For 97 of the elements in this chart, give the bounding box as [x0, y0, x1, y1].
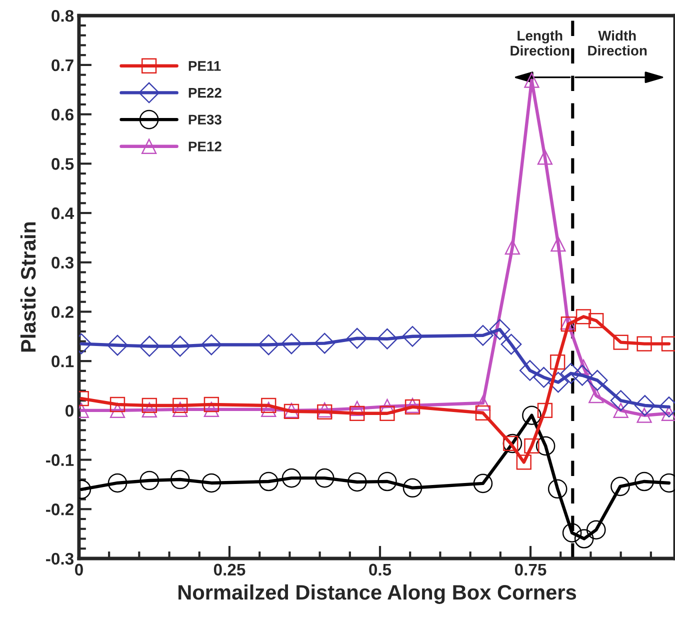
point	[504, 239, 520, 255]
point	[475, 395, 491, 411]
x-axis-title: Normailzed Distance Along Box Corners	[178, 584, 576, 604]
point	[636, 408, 652, 423]
point	[537, 150, 553, 165]
point	[572, 364, 593, 386]
point	[634, 472, 654, 492]
y-tick-label: -0.1	[46, 454, 74, 466]
point	[560, 362, 582, 384]
point	[107, 334, 128, 356]
point	[172, 398, 188, 414]
point	[204, 396, 219, 412]
point	[516, 454, 532, 470]
point	[548, 372, 569, 393]
point	[613, 402, 628, 418]
point	[314, 468, 334, 488]
point	[634, 395, 656, 416]
point	[402, 478, 422, 498]
point	[110, 396, 126, 412]
legend-label: PE33	[188, 114, 222, 125]
point	[574, 529, 594, 548]
point	[562, 523, 582, 542]
y-tick-label: -0.2	[46, 504, 74, 516]
point	[108, 473, 128, 493]
point	[522, 406, 542, 426]
point	[380, 406, 395, 421]
point	[550, 354, 566, 370]
x-tick-label: 0.75	[514, 564, 546, 576]
point	[610, 476, 630, 496]
point	[489, 319, 510, 340]
point	[586, 370, 608, 391]
point	[475, 405, 491, 420]
y-tick-label: 0.3	[52, 256, 74, 269]
legend-label: PE11	[188, 61, 221, 71]
legend-label: PE12	[188, 142, 222, 152]
point	[472, 324, 494, 346]
x-tick-label: 0.5	[369, 564, 392, 576]
point	[550, 236, 566, 252]
point	[613, 334, 628, 350]
point	[378, 472, 397, 492]
point	[258, 334, 280, 356]
point	[502, 434, 522, 454]
point	[588, 388, 604, 404]
y-tick-label: 0	[66, 404, 74, 417]
y-tick-label: 0.4	[52, 207, 74, 220]
point	[376, 328, 398, 350]
y-tick-label: 0.2	[52, 306, 74, 318]
point	[533, 366, 554, 388]
y-tick-label: 0.7	[52, 59, 74, 72]
point	[661, 336, 675, 352]
point	[346, 328, 368, 349]
point	[281, 333, 302, 354]
y-tick-label: 0.8	[52, 10, 74, 22]
legend-label: PE22	[188, 88, 222, 98]
annotation: Length Direction	[510, 30, 570, 56]
x-tick-label: 0	[75, 564, 83, 576]
point	[586, 520, 606, 540]
point	[170, 336, 191, 357]
y-tick-label: -0.3	[46, 552, 74, 565]
y-tick-label: 0.1	[52, 355, 74, 368]
point	[519, 360, 540, 381]
point	[142, 398, 157, 414]
point	[548, 479, 568, 499]
point	[202, 473, 222, 493]
point	[350, 406, 365, 421]
y-axis-title: Plastic Strain	[20, 222, 36, 352]
point	[524, 438, 540, 454]
point	[261, 398, 276, 414]
y-tick-label: 0.6	[52, 108, 74, 121]
point	[261, 402, 276, 418]
point	[402, 326, 423, 347]
y-tick-label: 0.5	[52, 158, 74, 170]
point	[537, 402, 553, 418]
point	[536, 436, 556, 456]
point	[524, 72, 540, 88]
point	[576, 359, 592, 375]
point	[172, 402, 188, 418]
point	[142, 402, 157, 418]
point	[282, 468, 302, 488]
point	[204, 402, 219, 418]
point	[636, 336, 652, 352]
x-tick-label: 0.25	[214, 564, 246, 576]
point	[170, 470, 190, 490]
point	[258, 472, 278, 492]
point	[473, 474, 493, 494]
point	[500, 334, 522, 355]
point	[350, 400, 365, 416]
point	[576, 309, 592, 324]
point	[314, 332, 336, 354]
point	[588, 313, 604, 328]
point	[200, 334, 222, 356]
point	[138, 336, 160, 357]
point	[110, 402, 126, 418]
point	[140, 470, 160, 490]
point	[610, 390, 632, 411]
annotation: Width Direction	[588, 30, 647, 56]
point	[347, 472, 367, 492]
